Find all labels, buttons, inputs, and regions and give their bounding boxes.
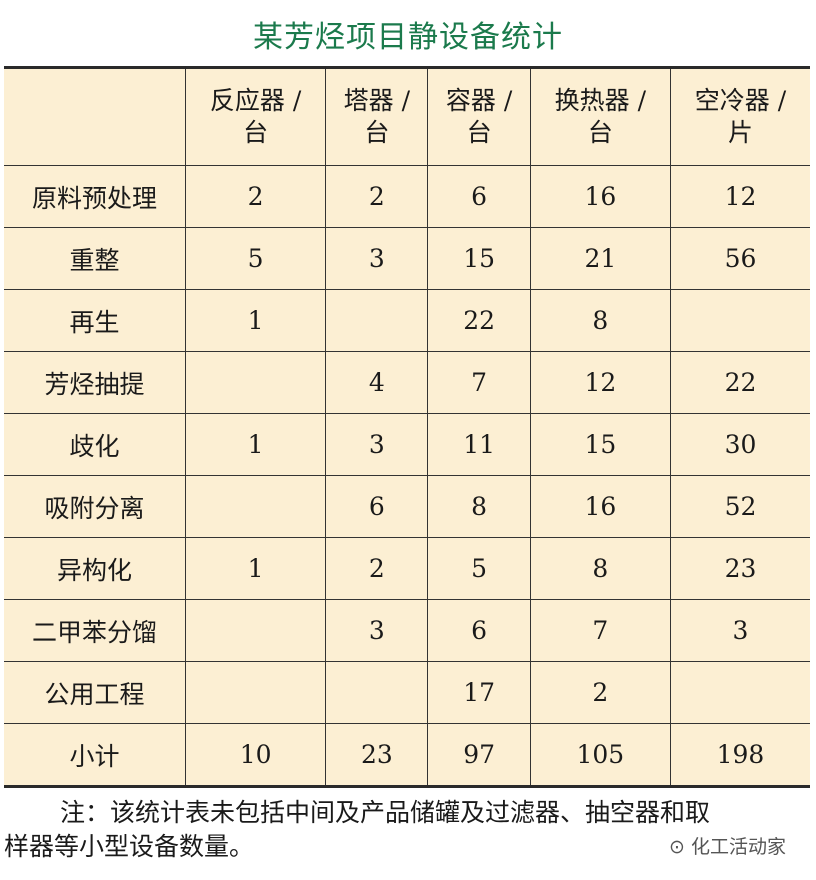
- column-header-line: 反应器 /: [209, 86, 302, 115]
- table-cell: 22: [427, 289, 531, 352]
- column-header-line: 台: [364, 118, 390, 147]
- row-label: 公用工程: [4, 661, 186, 724]
- row-label: 吸附分离: [4, 475, 186, 538]
- table-cell: 3: [669, 599, 810, 662]
- table-cell: [669, 661, 810, 724]
- watermark: ⊙ 化工活动家: [669, 836, 786, 858]
- column-header: 换热器 / 台: [529, 67, 671, 166]
- column-header: 塔器 / 台: [325, 67, 429, 166]
- column-header-line: 台: [243, 118, 269, 147]
- table-header-row: 反应器 / 台 塔器 / 台 容器 / 台 换热器 / 台 空冷器 / 片: [4, 67, 810, 166]
- table-cell: 3: [325, 413, 429, 476]
- table-cell: 6: [427, 165, 531, 228]
- table-cell: 2: [325, 537, 429, 600]
- column-header-line: 空冷器 /: [694, 86, 787, 115]
- table-cell: 21: [529, 227, 671, 290]
- table-cell: 30: [669, 413, 810, 476]
- footnote: 注：该统计表未包括中间及产品储罐及过滤器、抽空器和取 样器等小型设备数量。: [4, 796, 810, 864]
- column-header-line: 台: [587, 118, 613, 147]
- table-cell: 5: [427, 537, 531, 600]
- row-label: 再生: [4, 289, 186, 352]
- table-cell: 16: [529, 165, 671, 228]
- row-label: 歧化: [4, 413, 186, 476]
- table-cell: 8: [529, 537, 671, 600]
- table-cell: 1: [184, 537, 327, 600]
- table-cell: 12: [529, 351, 671, 414]
- table-cell: 17: [427, 661, 531, 724]
- row-label: 二甲苯分馏: [4, 599, 186, 662]
- table-row: 原料预处理 2 2 6 16 12: [4, 165, 810, 228]
- table-row: 重整 5 3 15 21 56: [4, 227, 810, 290]
- table-cell: [184, 351, 327, 414]
- table-cell: [184, 661, 327, 724]
- row-label: 小计: [4, 723, 186, 787]
- row-label: 异构化: [4, 537, 186, 600]
- table-cell: 198: [669, 723, 810, 787]
- row-label: 重整: [4, 227, 186, 290]
- table-cell: 2: [325, 165, 429, 228]
- table-row: 再生 1 22 8: [4, 289, 810, 352]
- table-cell: 1: [184, 413, 327, 476]
- table-cell: 15: [427, 227, 531, 290]
- table-cell: 23: [325, 723, 429, 787]
- table-row: 异构化 1 2 5 8 23: [4, 537, 810, 600]
- table-cell: 8: [427, 475, 531, 538]
- table-cell: [184, 475, 327, 538]
- footnote-line-2: 样器等小型设备数量。: [4, 832, 255, 861]
- column-header-line: 片: [727, 118, 753, 147]
- table-cell: 7: [427, 351, 531, 414]
- table-cell: 2: [529, 661, 671, 724]
- footnote-line-1: 注：该统计表未包括中间及产品储罐及过滤器、抽空器和取: [60, 798, 711, 827]
- table-cell: 15: [529, 413, 671, 476]
- column-header: [4, 67, 186, 166]
- column-header-line: 容器 /: [445, 86, 513, 115]
- table-cell: 11: [427, 413, 531, 476]
- table-cell: 16: [529, 475, 671, 538]
- table-cell: [184, 599, 327, 662]
- table-row: 二甲苯分馏 3 6 7 3: [4, 599, 810, 662]
- table-cell: 4: [325, 351, 429, 414]
- table-row: 公用工程 17 2: [4, 661, 810, 724]
- table-cell: [325, 661, 429, 724]
- table-row: 吸附分离 6 8 16 52: [4, 475, 810, 538]
- table-cell: 3: [325, 599, 429, 662]
- table-cell: 56: [669, 227, 810, 290]
- table-cell: 7: [529, 599, 671, 662]
- row-label: 芳烃抽提: [4, 351, 186, 414]
- table-cell: 105: [529, 723, 671, 787]
- table-cell: 97: [427, 723, 531, 787]
- table-cell: 2: [184, 165, 327, 228]
- column-header: 空冷器 / 片: [669, 67, 810, 166]
- equipment-table: 反应器 / 台塔器 / 台容器 / 台换热器 / 台空冷器 / 片 原料预处理 2 2 6 16 1…: [4, 66, 810, 788]
- table-row: 歧化 1 3 11 15 30: [4, 413, 810, 476]
- column-header-line: 塔器 /: [343, 86, 411, 115]
- table-cell: 8: [529, 289, 671, 352]
- row-label: 原料预处理: [4, 165, 186, 228]
- table-cell: 6: [325, 475, 429, 538]
- table-row: 小计 10 23 97 105 198: [4, 723, 810, 787]
- table-cell: 6: [427, 599, 531, 662]
- page-title: 某芳烃项目静设备统计: [253, 20, 563, 55]
- table-cell: 10: [184, 723, 327, 787]
- table-cell: 52: [669, 475, 810, 538]
- wechat-icon: ⊙: [669, 836, 691, 858]
- table-cell: [669, 289, 810, 352]
- table-cell: 1: [184, 289, 327, 352]
- table-cell: 12: [669, 165, 810, 228]
- table-cell: 5: [184, 227, 327, 290]
- column-header-line: 台: [466, 118, 492, 147]
- column-header: 容器 / 台: [427, 67, 531, 166]
- column-header: 反应器 / 台: [184, 67, 327, 166]
- column-header-line: 换热器 /: [554, 86, 647, 115]
- table-row: 芳烃抽提 4 7 12 22: [4, 351, 810, 414]
- table-cell: [325, 289, 429, 352]
- table-cell: 3: [325, 227, 429, 290]
- table-cell: 23: [669, 537, 810, 600]
- table-cell: 22: [669, 351, 810, 414]
